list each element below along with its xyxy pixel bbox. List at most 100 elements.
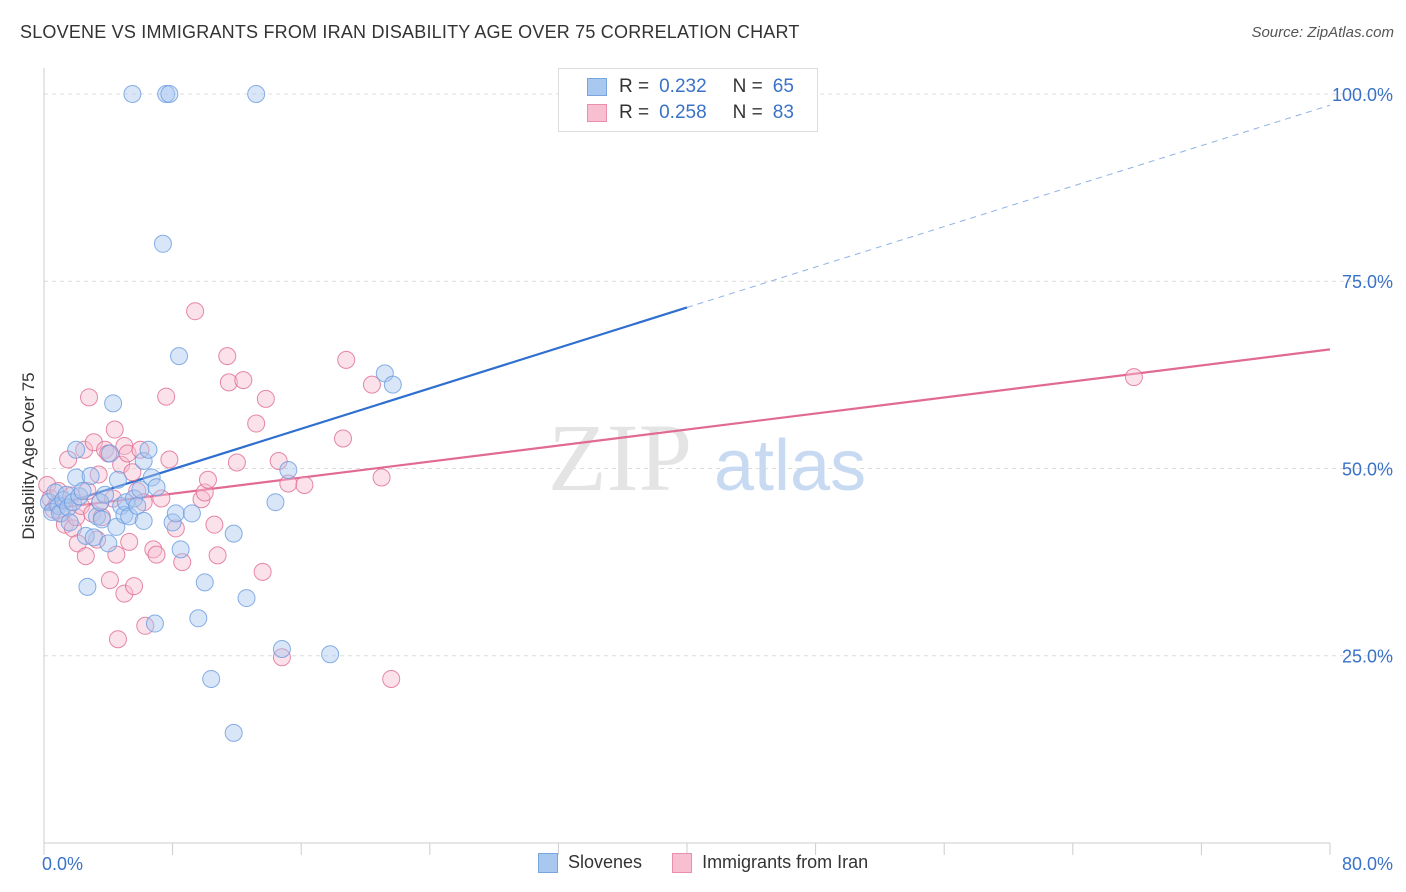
y-axis-label: Disability Age Over 75 [19,372,38,539]
point-slovenes [99,534,118,553]
chart-title: SLOVENE VS IMMIGRANTS FROM IRAN DISABILI… [20,22,800,42]
point-iran [256,389,275,408]
legend-swatch-slovenes [587,78,607,96]
point-iran [279,474,298,493]
y-tick-label: 75.0% [1342,272,1393,292]
point-iran [295,475,314,494]
point-iran [1124,368,1143,387]
point-slovenes [160,84,179,103]
legend-n-label: N = [732,76,763,97]
point-iran [198,470,217,489]
point-slovenes [224,723,243,742]
legend-label-iran: Immigrants from Iran [702,852,869,872]
point-slovenes [166,504,185,523]
point-slovenes [224,524,243,543]
point-iran [218,347,237,366]
legend-label-slovenes: Slovenes [568,852,643,872]
watermark: ZIP atlas [548,404,866,511]
point-iran [115,584,134,603]
legend-n-value: 65 [772,76,794,97]
point-slovenes [189,609,208,628]
point-iran [166,519,185,538]
point-slovenes [92,510,111,529]
point-slovenes [202,669,221,688]
point-slovenes [247,84,266,103]
point-slovenes [170,347,189,366]
point-iran [144,540,163,559]
point-iran [160,450,179,469]
x-tick-label: 80.0% [1342,854,1393,874]
point-slovenes [142,468,161,487]
point-iran [152,489,171,508]
point-iran [205,515,224,534]
point-slovenes [182,504,201,523]
point-iran [125,577,144,596]
point-slovenes [171,540,190,559]
point-slovenes [128,496,147,515]
grid-lines [44,93,1392,657]
point-iran [382,669,401,688]
trend-line-iran [43,348,1331,511]
point-slovenes [279,460,298,479]
point-iran [333,429,352,448]
point-slovenes [100,444,119,463]
point-iran [100,571,119,590]
point-iran [372,468,391,487]
legend-swatch-iran [672,852,693,873]
legend-item-iran[interactable]: Immigrants from Iran [672,852,868,873]
point-iran [147,545,166,564]
legend-r-value: 0.232 [659,76,707,97]
point-iran [269,452,288,470]
point-iran [227,453,246,472]
y-tick-label: 50.0% [1342,459,1393,479]
point-iran [84,433,103,452]
point-slovenes [73,481,92,500]
trend-line-slovenes [43,306,688,511]
point-iran [108,630,127,649]
point-slovenes [88,507,107,526]
point-slovenes [147,478,166,497]
point-slovenes [96,485,115,504]
trend-lines [43,104,1331,511]
point-slovenes [81,466,100,485]
point-slovenes [104,394,123,413]
point-slovenes [67,440,86,459]
legend-n-value: 83 [772,102,794,123]
point-iran [88,530,107,549]
tick-labels: 25.0% 50.0% 75.0% 100.0% 0.0% 80.0% [42,85,1393,874]
point-slovenes [145,614,164,633]
y-tick-label: 25.0% [1342,647,1393,667]
point-slovenes [383,375,402,394]
legend-swatch-iran [587,104,607,122]
point-iran [123,463,142,482]
watermark-atlas: atlas [714,426,866,506]
legend-n-label: N = [732,102,763,123]
point-slovenes [195,573,214,592]
point-slovenes [139,440,158,459]
point-slovenes [108,470,127,489]
point-iran [186,302,205,321]
point-slovenes [134,452,153,470]
point-iran [80,388,99,407]
point-iran [234,371,253,390]
watermark-zip: ZIP [548,404,692,511]
point-iran [105,420,124,439]
trend-line-slovenes-extension [686,104,1331,308]
point-iran [157,387,176,406]
point-slovenes [70,487,89,506]
point-slovenes [131,480,150,499]
point-slovenes [60,513,79,532]
point-iran [76,547,95,566]
source-label: Source: ZipAtlas.com [1251,24,1394,41]
data-points [38,84,1143,742]
legend-row-iran: R = 0.258 N = 83 [587,101,794,125]
point-iran [247,414,266,433]
legend-row-slovenes: R = 0.232 N = 65 [587,75,794,99]
point-slovenes [237,589,256,608]
y-tick-label: 100.0% [1332,85,1393,105]
point-slovenes [266,493,285,512]
point-slovenes [321,645,340,664]
correlation-legend: R = 0.232 N = 65 R = 0.258 N = 83 [558,68,818,132]
legend-item-slovenes[interactable]: Slovenes [538,852,642,873]
